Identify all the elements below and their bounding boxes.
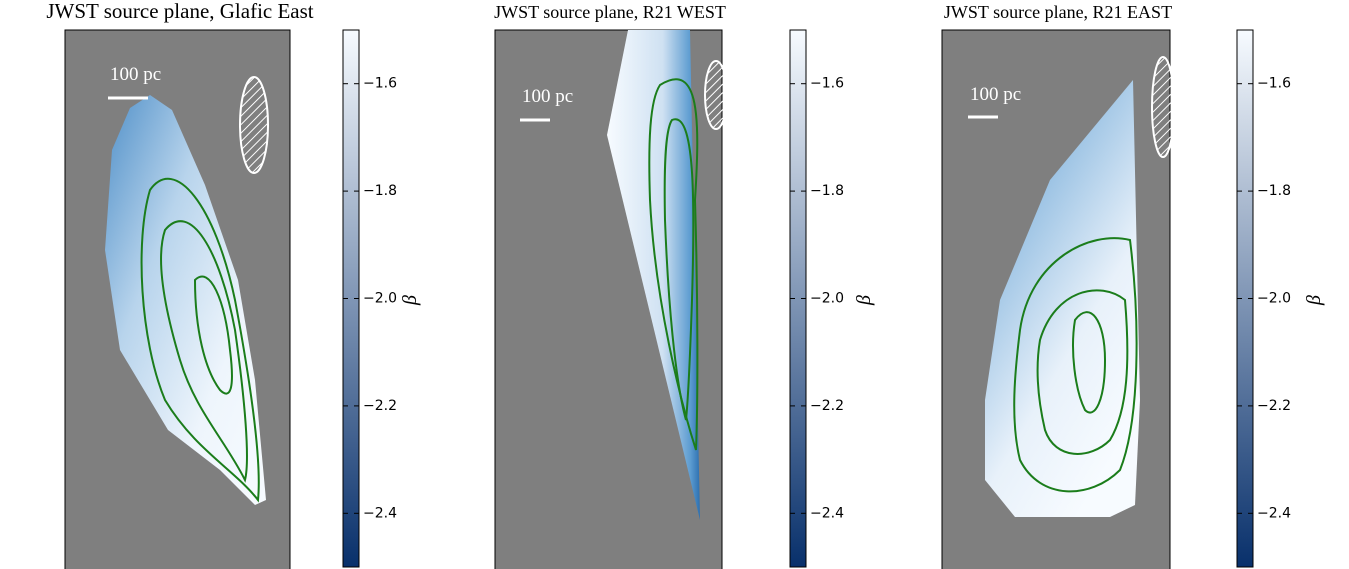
- colorbar-label: β: [1303, 295, 1325, 306]
- panel-2-image: [494, 29, 728, 569]
- colorbar-tick-label: −2.4: [1257, 505, 1291, 521]
- colorbar-label: β: [399, 295, 421, 306]
- colorbar-tick-label: −2.2: [1257, 398, 1291, 414]
- colorbar-tick-label: −1.8: [810, 183, 844, 199]
- colorbar-tick-label: −2.4: [363, 505, 397, 521]
- scale-label: 100 pc: [110, 64, 161, 85]
- panel-title: JWST source plane, Glafic East: [46, 0, 313, 23]
- colorbar-tick-label: −2.2: [810, 398, 844, 414]
- colorbar-tick-label: −1.6: [1257, 76, 1291, 92]
- colorbar-tick-label: −2.0: [1257, 291, 1291, 307]
- colorbar-tick-label: −1.6: [363, 76, 397, 92]
- panel-1-image: [64, 29, 291, 569]
- scale-label: 100 pc: [970, 84, 1021, 105]
- colorbar-tick-label: −1.8: [363, 183, 397, 199]
- colorbar-tick-label: −2.0: [810, 291, 844, 307]
- panel-3-image: [941, 29, 1175, 569]
- colorbar-tick-label: −2.4: [810, 505, 844, 521]
- scale-label: 100 pc: [522, 86, 573, 107]
- colorbar-tick-label: −2.2: [363, 398, 397, 414]
- colorbar-tick-label: −1.8: [1257, 183, 1291, 199]
- panel-title: JWST source plane, R21 EAST: [944, 2, 1172, 22]
- colorbar-label: β: [853, 295, 875, 306]
- colorbar-tick-label: −1.6: [810, 76, 844, 92]
- panel-title: JWST source plane, R21 WEST: [494, 2, 726, 22]
- colorbar-tick-label: −2.0: [363, 291, 397, 307]
